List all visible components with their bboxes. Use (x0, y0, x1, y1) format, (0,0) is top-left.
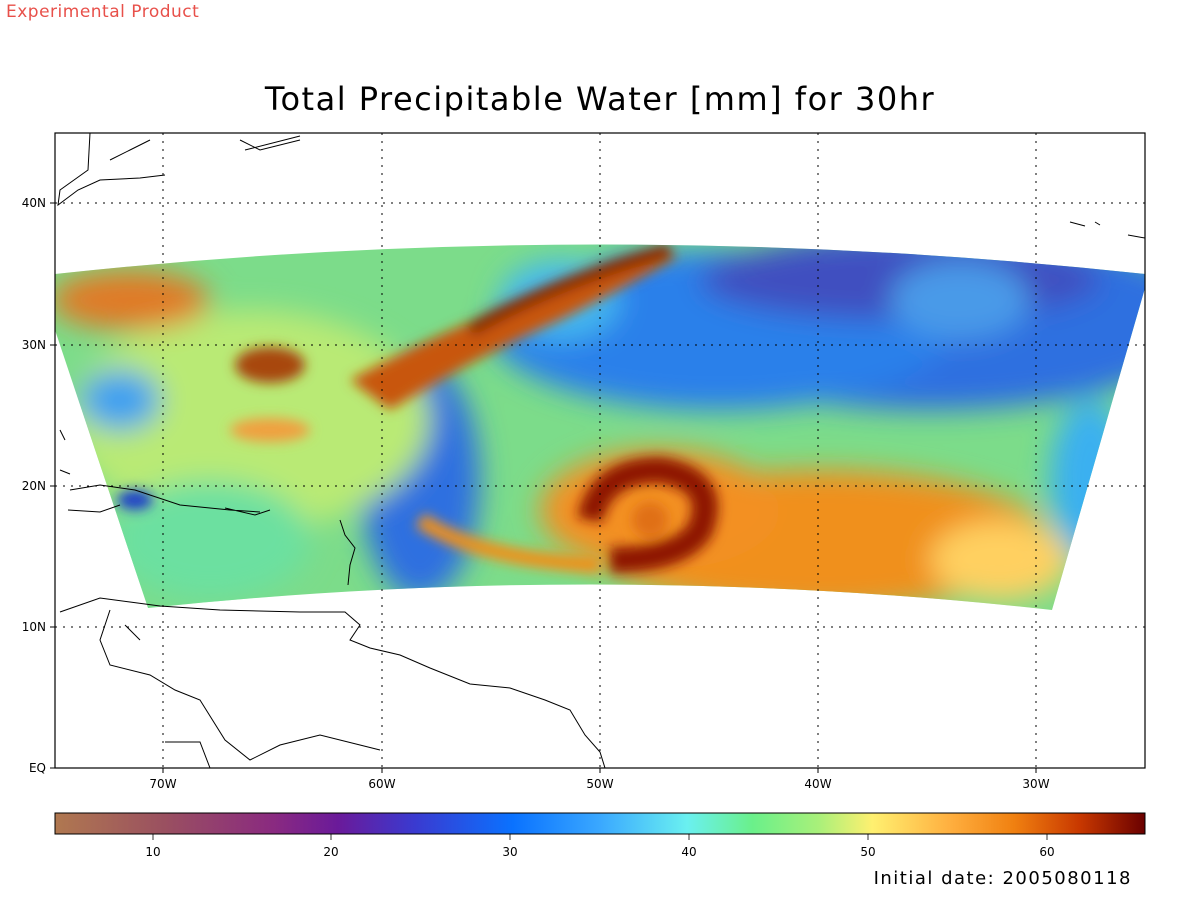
colorbar-label-30: 30 (502, 845, 517, 859)
longitude-ticks (162, 768, 1037, 773)
initial-date: Initial date: 2005080118 (873, 868, 1132, 889)
colorbar-label-20: 20 (323, 845, 338, 859)
colorbar-label-40: 40 (681, 845, 696, 859)
colorbar-label-60: 60 (1039, 845, 1054, 859)
colorbar-label-10: 10 (145, 845, 160, 859)
lon-label-40w: 40W (804, 777, 831, 791)
colorbar-ticks (152, 834, 1048, 840)
lat-label-20n: 20N (22, 479, 46, 493)
tpw-field (55, 244, 1145, 610)
map-title: Total Precipitable Water [mm] for 30hr (264, 80, 936, 118)
coastlines (57, 133, 1145, 768)
latitude-ticks (50, 202, 55, 769)
lat-label-40n: 40N (22, 196, 46, 210)
lon-label-60w: 60W (368, 777, 395, 791)
lat-label-10n: 10N (22, 620, 46, 634)
lon-label-70w: 70W (149, 777, 176, 791)
lon-label-50w: 50W (586, 777, 613, 791)
gridlines (55, 133, 1145, 768)
lat-label-eq: EQ (29, 761, 46, 775)
experimental-product-tag: Experimental Product (6, 2, 200, 22)
lon-label-30w: 30W (1022, 777, 1049, 791)
colorbar (54, 812, 1146, 835)
colorbar-label-50: 50 (860, 845, 875, 859)
lat-label-30n: 30N (22, 338, 46, 352)
